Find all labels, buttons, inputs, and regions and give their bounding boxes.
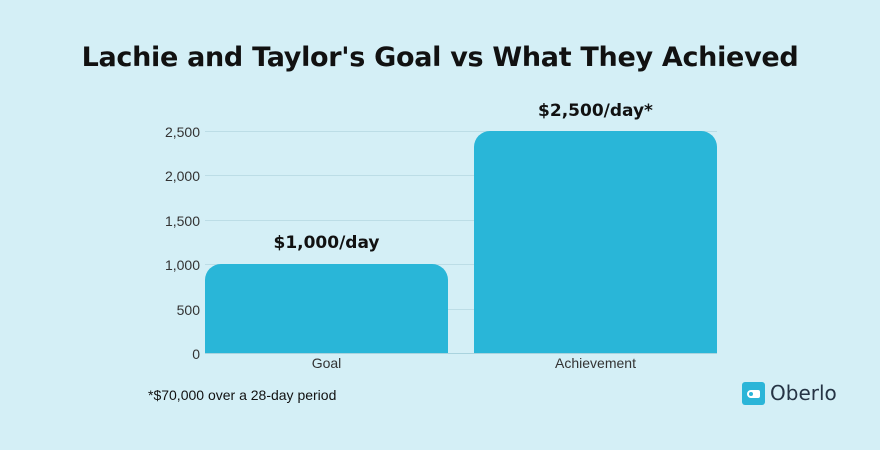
chart-title: Lachie and Taylor's Goal vs What They Ac… (81, 42, 799, 73)
bar-achievement (474, 131, 717, 353)
y-tick-label: 1,500 (164, 213, 200, 229)
x-axis-line (205, 353, 717, 354)
data-label-achievement: $2,500/day* (538, 101, 653, 121)
y-tick-label: 500 (176, 302, 200, 318)
x-tick-label: Goal (311, 355, 342, 371)
footnote: *$70,000 over a 28-day period (148, 387, 337, 403)
y-tick-label: 2,500 (164, 124, 200, 140)
brand-logo: Oberlo (742, 381, 837, 405)
tag-icon (742, 381, 765, 405)
gridline (205, 220, 717, 221)
y-tick-label: 0 (192, 346, 200, 362)
y-tick-label: 2,000 (164, 168, 200, 184)
y-tick-label: 1,000 (164, 257, 200, 273)
gridline (205, 264, 717, 265)
gridline (205, 309, 717, 310)
data-label-goal: $1,000/day (273, 233, 380, 253)
gridline (205, 131, 717, 132)
brand-name: Oberlo (770, 381, 837, 405)
x-tick-label: Achievement (555, 355, 636, 371)
gridline (205, 175, 717, 176)
bar-goal (205, 264, 448, 353)
